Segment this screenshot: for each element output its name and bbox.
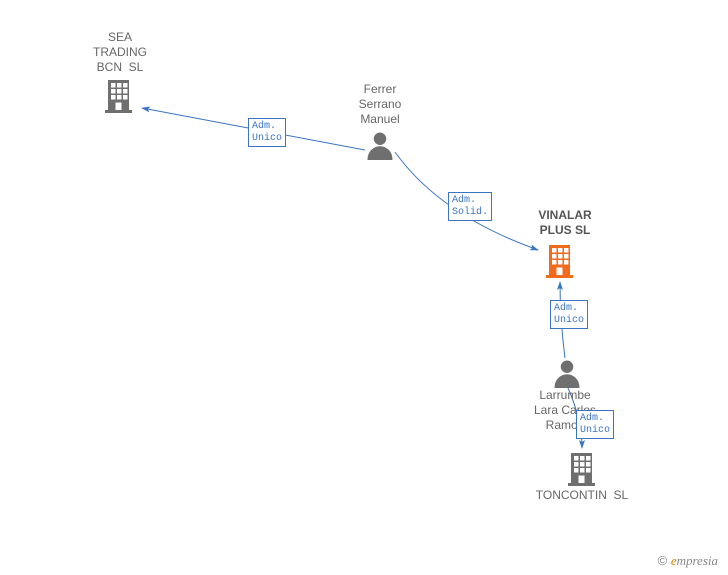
edge-label-adm-unico: Adm. Unico (550, 300, 588, 329)
person-icon (365, 130, 395, 160)
node-label-toncontin: TONCONTIN SL (522, 488, 642, 503)
node-label-vinalar: VINALAR PLUS SL (525, 208, 605, 238)
building-icon (543, 242, 579, 278)
edge-label-adm-solid: Adm. Solid. (448, 192, 492, 221)
node-label-ferrer: Ferrer Serrano Manuel (340, 82, 420, 127)
edge-label-adm-unico: Adm. Unico (576, 410, 614, 439)
node-label-sea-trading: SEA TRADING BCN SL (80, 30, 160, 75)
copyright: © empresia (658, 553, 718, 569)
building-icon (102, 77, 138, 113)
copyright-symbol: © (658, 553, 668, 568)
building-icon (565, 450, 601, 486)
diagram-canvas: SEA TRADING BCN SL Ferrer Serrano Manuel… (0, 0, 728, 575)
brand-rest: mpresia (677, 553, 718, 568)
edge-label-adm-unico: Adm. Unico (248, 118, 286, 147)
person-icon (552, 358, 582, 388)
